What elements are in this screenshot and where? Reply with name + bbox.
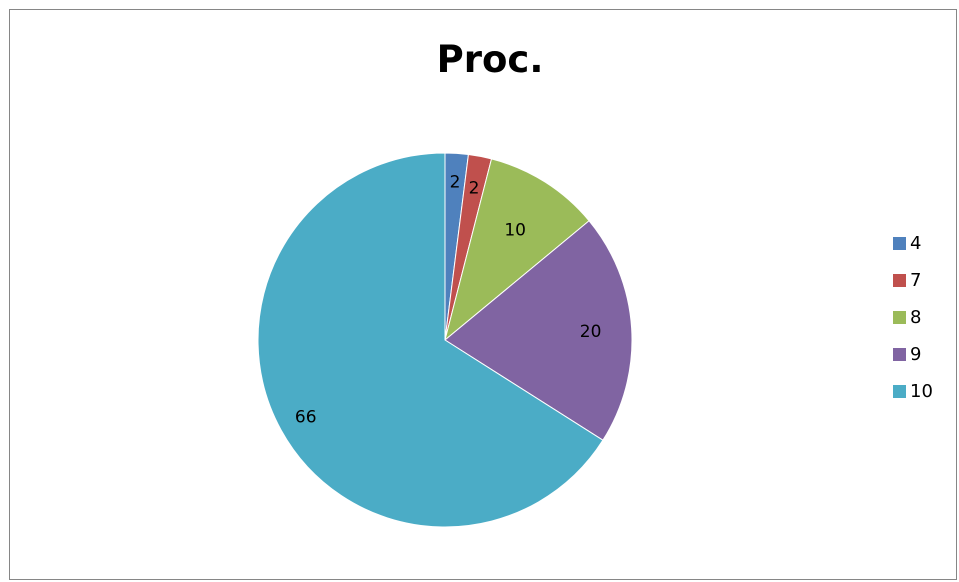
- legend-item-10: 10: [893, 380, 953, 405]
- pie-data-label-4: 2: [450, 172, 461, 192]
- legend-item-7: 7: [893, 269, 953, 294]
- chart-title: Proc.: [436, 38, 544, 81]
- legend-item-9: 9: [893, 343, 953, 368]
- pie-data-labels: 2 2 10 20 66: [295, 172, 602, 427]
- pie-data-label-8: 10: [504, 220, 526, 240]
- pie-data-label-7: 2: [469, 179, 480, 199]
- legend: 4 7 8 9 10: [893, 232, 953, 417]
- legend-item-8: 8: [893, 306, 953, 331]
- legend-swatch-10: [893, 385, 906, 398]
- legend-item-4: 4: [893, 232, 953, 257]
- pie-data-label-9: 20: [580, 322, 602, 342]
- pie-slice-10: [257, 152, 604, 528]
- legend-label-4: 4: [910, 233, 922, 254]
- legend-label-8: 8: [910, 307, 922, 328]
- legend-label-7: 7: [910, 270, 922, 291]
- pie-slices: [257, 152, 633, 528]
- legend-swatch-4: [893, 237, 906, 250]
- legend-label-10: 10: [910, 381, 933, 402]
- legend-swatch-8: [893, 311, 906, 324]
- legend-swatch-9: [893, 348, 906, 361]
- pie-slice-9: [444, 220, 633, 441]
- legend-label-9: 9: [910, 344, 922, 365]
- pie-data-label-10: 66: [295, 408, 317, 428]
- pie-slice-8: [444, 158, 590, 342]
- legend-swatch-7: [893, 274, 906, 287]
